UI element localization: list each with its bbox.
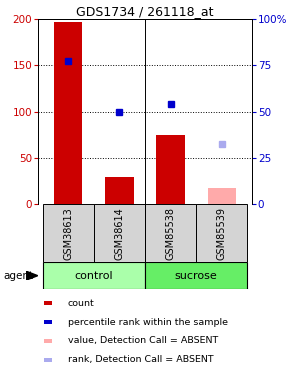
- Bar: [43, 262, 145, 289]
- Bar: [208, 188, 236, 204]
- Bar: [44, 357, 52, 362]
- Text: control: control: [75, 271, 113, 280]
- Text: count: count: [68, 299, 95, 308]
- Text: value, Detection Call = ABSENT: value, Detection Call = ABSENT: [68, 336, 218, 345]
- Bar: [44, 320, 52, 324]
- Text: rank, Detection Call = ABSENT: rank, Detection Call = ABSENT: [68, 355, 213, 364]
- Bar: [105, 177, 133, 204]
- Bar: [145, 204, 196, 262]
- Bar: [145, 262, 247, 289]
- Text: GSM85538: GSM85538: [166, 207, 175, 260]
- Text: GSM85539: GSM85539: [217, 207, 227, 260]
- Bar: [44, 339, 52, 343]
- Bar: [94, 204, 145, 262]
- Bar: [43, 204, 94, 262]
- Text: agent: agent: [3, 271, 33, 280]
- Bar: [157, 135, 185, 204]
- Bar: [54, 22, 82, 204]
- Text: sucrose: sucrose: [175, 271, 218, 280]
- Text: GSM38614: GSM38614: [115, 207, 124, 260]
- Text: percentile rank within the sample: percentile rank within the sample: [68, 318, 228, 327]
- Bar: [44, 301, 52, 305]
- Title: GDS1734 / 261118_at: GDS1734 / 261118_at: [76, 4, 214, 18]
- Bar: [196, 204, 247, 262]
- Text: GSM38613: GSM38613: [63, 207, 73, 260]
- Polygon shape: [26, 271, 38, 280]
